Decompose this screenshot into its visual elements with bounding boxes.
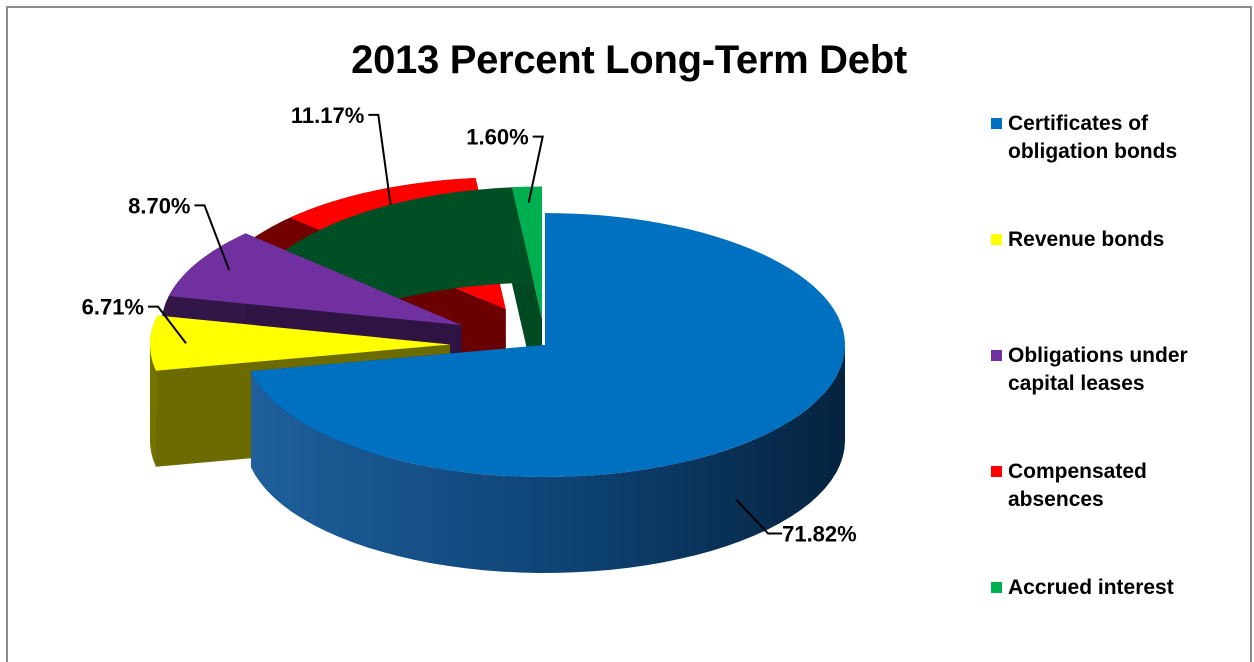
leader-lines (148, 113, 783, 535)
pie-slice-top-certificates (251, 213, 845, 477)
legend-swatch-capital-leases (991, 350, 1002, 361)
pie-slices (150, 178, 845, 573)
leader-line-accrued-interest (527, 135, 544, 203)
leader-line-revenue-bonds (148, 305, 187, 344)
legend-label-capital-leases: Obligations under capital leases (1008, 344, 1188, 395)
pie-slice-certificates (250, 213, 845, 573)
legend-swatch-compensated-absences (991, 466, 1002, 477)
data-label-revenue-bonds: 6.71% (82, 295, 144, 320)
pie-slice-top-accrued-interest (511, 186, 542, 319)
legend-label-certificates: Certificates of obligation bonds (1008, 112, 1178, 163)
data-label-accrued-interest: 1.60% (466, 125, 528, 150)
chart-title: 2013 Percent Long-Term Debt (351, 38, 907, 82)
legend-swatch-accrued-interest (991, 582, 1002, 593)
leader-line-certificates (735, 498, 783, 535)
legend-label-compensated-absences: Compensated absences (1008, 460, 1147, 511)
data-label-certificates: 71.82% (782, 522, 857, 547)
leader-line-capital-leases (194, 204, 231, 271)
leader-line-compensated-absences (368, 113, 392, 205)
pie-slice-top-capital-leases (168, 233, 462, 326)
legend-label-accrued-interest: Accrued interest (1008, 576, 1174, 599)
pie-slice-top-revenue-bonds (150, 315, 451, 371)
legend-swatch-certificates (991, 118, 1002, 129)
data-labels: 71.82% 6.71% 8.70% 11.17% 1.60% (82, 103, 857, 547)
pie-slice-side-certificates-0 (251, 345, 845, 573)
pie-slice-side-accrued-interest-0 (242, 186, 542, 415)
legend-label-revenue-bonds: Revenue bonds (1008, 228, 1165, 251)
data-label-capital-leases: 8.70% (128, 193, 190, 218)
legend-swatch-revenue-bonds (991, 234, 1002, 245)
data-label-compensated-absences: 11.17% (291, 103, 364, 128)
